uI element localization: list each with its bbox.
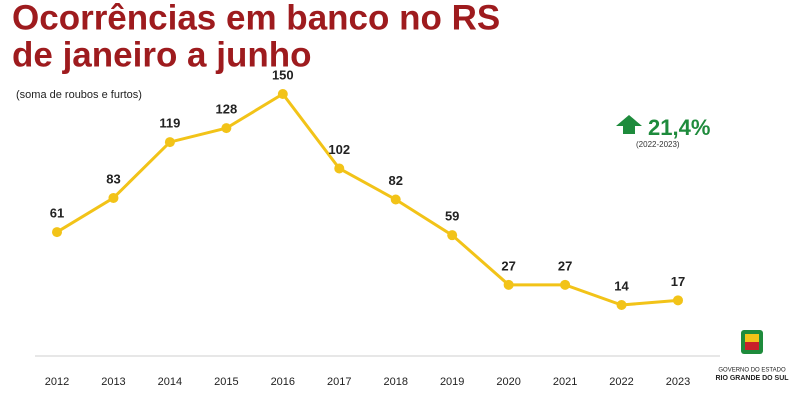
x-tick-label: 2014 xyxy=(158,376,182,388)
x-tick-label: 2018 xyxy=(383,376,407,388)
data-label: 83 xyxy=(106,171,120,186)
point xyxy=(503,279,514,290)
x-tick-label: 2021 xyxy=(553,376,577,388)
point xyxy=(390,194,401,205)
logo-text: RIO GRANDE DO SUL xyxy=(715,375,789,382)
point xyxy=(52,227,62,238)
point xyxy=(560,279,571,290)
logo-shield xyxy=(745,342,759,350)
x-tick-label: 2019 xyxy=(440,376,464,388)
data-label: 150 xyxy=(272,67,294,82)
x-tick-label: 2016 xyxy=(271,376,295,388)
annotation-value: 21,4% xyxy=(648,115,710,140)
data-label: 119 xyxy=(159,116,180,131)
x-tick-label: 2013 xyxy=(101,376,125,388)
point xyxy=(673,295,683,306)
x-tick-label: 2023 xyxy=(666,376,690,388)
point xyxy=(164,137,175,148)
point xyxy=(277,89,288,99)
data-label: 128 xyxy=(216,102,238,117)
chart-title: Ocorrências em banco no RS xyxy=(12,0,500,37)
x-tick-label: 2012 xyxy=(45,376,69,388)
data-label: 61 xyxy=(50,206,64,221)
data-label: 27 xyxy=(558,258,572,273)
data-label: 17 xyxy=(671,274,685,289)
data-label: 14 xyxy=(614,278,629,293)
data-label: 59 xyxy=(445,209,459,224)
annotation-period: (2022-2023) xyxy=(636,140,680,149)
logo-shield xyxy=(745,334,759,342)
point xyxy=(221,123,232,134)
x-tick-label: 2017 xyxy=(327,376,351,388)
x-tick-label: 2020 xyxy=(496,376,520,388)
data-label: 27 xyxy=(501,258,515,273)
point xyxy=(447,230,458,241)
chart-title: de janeiro a junho xyxy=(12,35,311,74)
line xyxy=(56,92,679,307)
logo-text: GOVERNO DO ESTADO xyxy=(718,368,786,374)
data-label: 82 xyxy=(388,173,402,188)
point xyxy=(334,163,345,174)
logo: GOVERNO DO ESTADO RIO GRANDE DO SUL xyxy=(715,330,789,382)
x-tick-label: 2022 xyxy=(609,376,633,388)
point xyxy=(108,192,119,203)
data-label: 102 xyxy=(328,142,350,157)
chart-subtitle: (soma de roubos e furtos) xyxy=(16,89,142,101)
point xyxy=(616,300,627,310)
x-tick-label: 2015 xyxy=(214,376,238,388)
up-arrow xyxy=(616,115,642,134)
